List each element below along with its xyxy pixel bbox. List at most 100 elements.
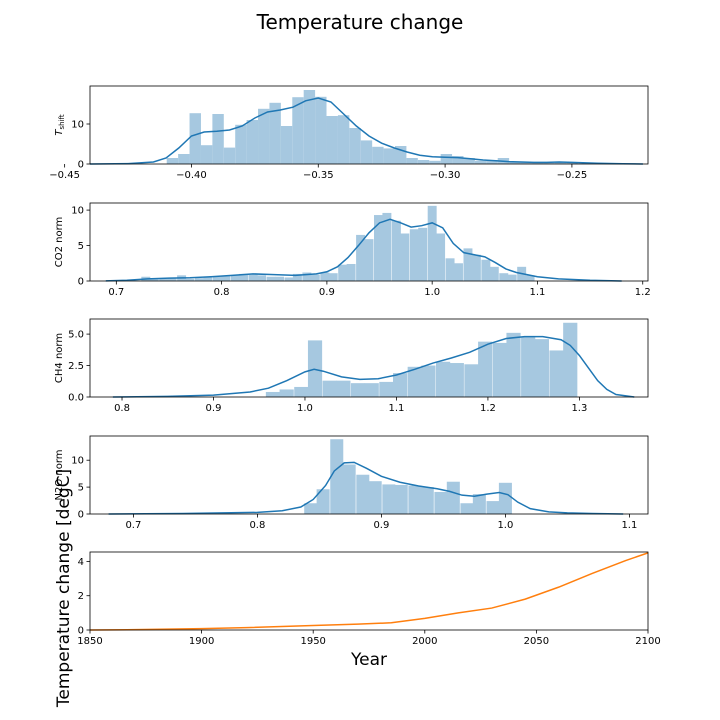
x-tick-label: −0.35	[303, 170, 334, 181]
histogram-bar-5	[336, 380, 351, 397]
histogram-bar-11	[446, 481, 460, 514]
histogram-bar-33	[543, 162, 555, 164]
y-tick-label: 0	[78, 510, 84, 521]
x-tick-label: 0.7	[125, 520, 141, 531]
histogram-bar-21	[563, 322, 578, 397]
y-tick-label: 0	[78, 626, 84, 637]
y-tick-label: 0	[78, 160, 84, 171]
histogram-bar-18	[302, 272, 312, 281]
x-tick-label: 1.3	[571, 403, 587, 414]
histogram-bar-14	[486, 501, 500, 514]
histogram-bar-27	[382, 212, 392, 281]
histogram-bar-15	[478, 341, 493, 397]
histogram-bar-27	[474, 160, 487, 164]
shared-y-axis-label: Temperature change [degC]	[54, 469, 74, 708]
axes-frame	[89, 435, 649, 515]
histogram-bar-10	[230, 275, 240, 281]
x-tick-label: 1.0	[497, 520, 513, 531]
x-tick-label: 0.9	[373, 520, 389, 531]
histogram-bar-38	[481, 259, 491, 281]
histogram-bar-10	[434, 491, 448, 514]
histogram-bar-19	[383, 148, 395, 164]
histogram-bar-35	[566, 162, 578, 164]
y-tick-label: 10	[71, 206, 84, 217]
histogram-bar-16	[349, 128, 361, 164]
y-axis-label: CH4 norm	[54, 333, 65, 383]
histogram-bar-7	[203, 277, 213, 281]
histogram-bar-7	[394, 484, 408, 514]
histogram-bar-8	[408, 485, 422, 514]
histogram-bar-10	[407, 366, 422, 397]
histogram-bar-12	[248, 274, 258, 281]
histogram-bar-20	[549, 350, 564, 397]
subplot-co2-norm: 0.7 0.8 0.9 1.0 1.1 1.2 0 5 10 CO2 norm	[54, 202, 651, 298]
histogram-bar-1	[316, 489, 330, 514]
x-tick-label: −0.40	[176, 170, 207, 181]
histogram-bar-23	[346, 263, 356, 281]
y-axis-label: N2O norm	[54, 449, 65, 500]
histogram-bar-25	[452, 156, 464, 164]
histogram-bar-21	[328, 273, 338, 281]
histogram-bar-14	[326, 116, 338, 164]
x-tick-label: 1.2	[480, 403, 496, 414]
histogram-bar-1	[178, 154, 190, 164]
histogram-bar-8	[258, 108, 270, 164]
histogram-bar-1	[149, 278, 159, 281]
histogram-bar-13	[449, 363, 464, 397]
y-tick-label: 10	[71, 456, 84, 467]
histogram-bar-18	[521, 336, 536, 397]
x-tick-label: 1.0	[297, 403, 313, 414]
x-tick-label: 1.1	[621, 520, 637, 531]
histogram-bar-33	[436, 233, 446, 281]
axes-frame	[89, 202, 649, 282]
histogram-bar-4	[356, 474, 370, 514]
histogram-bar-14	[266, 276, 276, 281]
axes-frame	[89, 85, 649, 165]
x-tick-label: 1950	[300, 636, 325, 647]
histogram-bar-6	[382, 484, 396, 514]
kde-curve	[89, 97, 643, 165]
histogram-bar-13	[257, 275, 267, 281]
histogram-bar-43	[525, 275, 535, 281]
histogram-bar-4	[322, 380, 337, 397]
x-tick-label: 0.8	[214, 287, 230, 298]
histogram-bar-15	[337, 115, 350, 164]
histogram-bar-7	[364, 383, 379, 397]
histogram-bar-5	[223, 147, 236, 164]
x-tick-label: 0.9	[206, 403, 222, 414]
y-tick-label: 5	[78, 483, 84, 494]
y-tick-label: 2	[78, 591, 84, 602]
y-axis-label: CO2 norm	[54, 217, 65, 268]
histogram-bar-7	[246, 120, 259, 164]
histogram-bar-40	[499, 273, 509, 281]
histogram-bar-8	[212, 276, 222, 281]
histogram-bar-13	[315, 96, 327, 164]
figure-title: Temperature change	[256, 10, 464, 34]
x-tick-label: −0.30	[430, 170, 461, 181]
histogram-bar-17	[360, 140, 373, 164]
histogram-bar-34	[554, 162, 567, 164]
histogram-bar-22	[338, 264, 348, 281]
histogram-bar-30	[509, 161, 521, 164]
histogram-bar-6	[195, 278, 204, 281]
histogram-bar-9	[221, 276, 231, 281]
histogram-bar-13	[472, 494, 486, 514]
y-tick-label: 0.0	[68, 393, 84, 404]
histogram-bar-30	[409, 229, 419, 281]
histogram-bar-12	[436, 361, 451, 397]
x-tick-label: 2050	[524, 636, 549, 647]
histogram-bar-5	[368, 481, 382, 514]
subplot-n2o-norm: 0.7 0.8 0.9 1.0 1.1 0 5 10 N2O norm	[54, 435, 649, 531]
histogram-bar-4	[212, 114, 224, 164]
kde-curve	[112, 335, 635, 398]
histogram-bar-29	[400, 233, 410, 281]
subplot-temperature-timeseries: 1850 1900 1950 2000 2050 2100 0 2 4 Year	[77, 551, 661, 670]
x-tick-label: 1.2	[635, 287, 651, 298]
histogram-bar-25	[364, 239, 374, 281]
x-tick-label: 2000	[412, 636, 437, 647]
histogram-bar-12	[303, 90, 316, 164]
histogram-bar-31	[418, 227, 428, 281]
axes-frame	[89, 318, 649, 398]
histogram-bar-16	[284, 277, 294, 281]
